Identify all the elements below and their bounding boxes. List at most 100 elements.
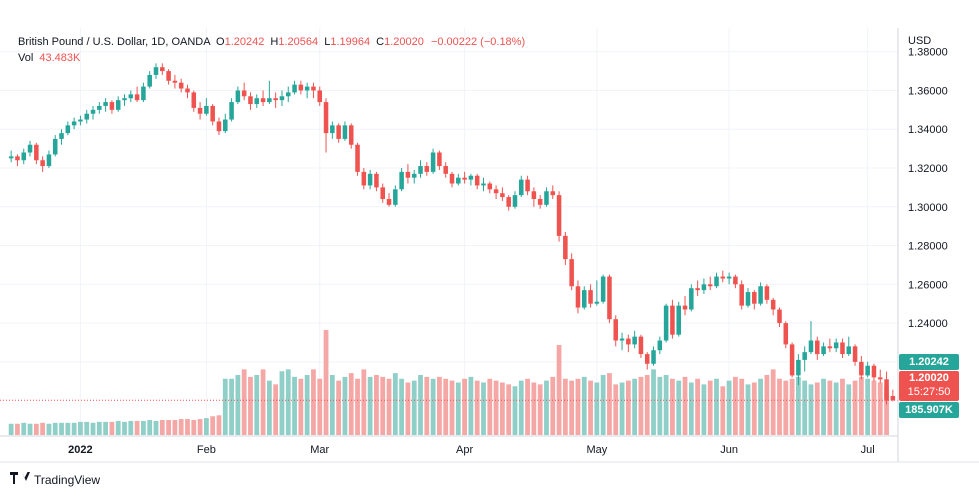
candle-body [802, 352, 807, 360]
candle-body [285, 92, 291, 97]
candle-body [65, 125, 71, 134]
candle-body [279, 96, 285, 101]
candle-body [197, 107, 203, 114]
candle-body [537, 199, 543, 205]
volume-bar [222, 378, 228, 435]
legend-symbol[interactable]: British Pound / U.S. Dollar, 1D, OANDA [18, 36, 210, 48]
volume-bar [550, 376, 556, 435]
volume-bar [764, 375, 770, 435]
volume-bar [203, 418, 209, 435]
volume-bar [632, 378, 638, 435]
candle-body [682, 305, 688, 310]
volume-bar [342, 376, 348, 435]
candle-body [216, 121, 222, 132]
legend-open-label: O [216, 36, 225, 48]
volume-bar [449, 380, 455, 435]
candle-body [770, 299, 776, 310]
countdown-timer: 15:27:50 [907, 386, 951, 398]
candle-body [707, 284, 713, 287]
candle-body [619, 338, 625, 341]
volume-bar [430, 378, 436, 435]
volume-bar [84, 421, 90, 435]
volume-bar [877, 382, 883, 435]
price-tick-label: 1.24000 [908, 318, 948, 330]
volume-bar [248, 376, 253, 435]
volume-bar [481, 382, 486, 435]
volume-bar [134, 420, 140, 435]
candle-body [424, 166, 430, 172]
candle-body [449, 173, 455, 184]
price-tick-label: 1.36000 [908, 85, 948, 97]
candle-body [827, 346, 833, 349]
volume-bar [808, 384, 814, 435]
time-tick-label: 2022 [68, 444, 92, 456]
volume-bar [670, 378, 675, 435]
volume-bar [380, 376, 386, 435]
volume-bar [443, 378, 449, 435]
candle-body [695, 288, 700, 291]
volume-bar [701, 384, 707, 435]
volume-bar [663, 375, 669, 435]
candle-body [122, 98, 127, 101]
candle-body [840, 342, 845, 355]
volume-bar [619, 382, 625, 435]
volume-bar [594, 382, 600, 435]
legend-row-price: British Pound / U.S. Dollar, 1D, OANDA O… [18, 34, 525, 50]
candle-body [166, 71, 171, 81]
volume-bar [518, 380, 524, 435]
volume-bar [411, 380, 417, 435]
volume-badge: 185.907K [899, 402, 959, 418]
volume-bar [109, 421, 115, 435]
candle-body [46, 154, 52, 167]
candle-body [71, 121, 77, 126]
candle-body [594, 301, 600, 304]
candle-body [670, 305, 675, 335]
volume-bar [600, 375, 606, 435]
candle-body [644, 354, 650, 364]
volume-bar [279, 371, 285, 435]
volume-bar [783, 380, 789, 435]
legend-vol-value: 43.483K [39, 52, 81, 64]
volume-bar [128, 420, 134, 435]
legend-open-value: 1.20242 [224, 36, 265, 48]
volume-bar [676, 380, 682, 435]
candle-body [764, 286, 770, 300]
candle-body [386, 199, 392, 205]
candle-body [877, 377, 883, 380]
volume-bar [336, 380, 342, 435]
candle-body [626, 338, 631, 345]
volume-bar [178, 419, 184, 435]
volume-bar [52, 422, 58, 435]
price-candles [8, 63, 896, 405]
candle-body [348, 125, 354, 145]
volume-bar [298, 378, 304, 435]
currency-label: USD [908, 35, 931, 47]
price-tick-label: 1.28000 [908, 241, 948, 253]
tradingview-brand[interactable]: TradingView [10, 472, 100, 487]
candle-body [399, 171, 404, 190]
price-axis[interactable]: 1.38000 1.36000 1.34000 1.32000 1.30000 1.280… [908, 47, 948, 369]
candle-body [525, 179, 530, 192]
candle-body [638, 336, 644, 355]
candle-body [374, 173, 379, 188]
candle-body [84, 113, 89, 120]
volume-bar [33, 423, 39, 435]
volume-bar [512, 386, 518, 435]
legend-vol-label[interactable]: Vol [18, 52, 34, 64]
volume-bar [172, 420, 178, 435]
volume-bar [96, 421, 102, 435]
time-axis[interactable]: 2022 Feb Mar Apr May Jun Jul [68, 444, 875, 456]
volume-bar [462, 378, 467, 435]
candle-body [474, 175, 480, 186]
candle-body [493, 189, 499, 194]
volume-bar [241, 369, 247, 435]
volume-bar [770, 369, 776, 435]
candle-body [141, 86, 146, 101]
candle-body [500, 193, 505, 198]
candle-body [229, 102, 234, 120]
candle-body [569, 259, 574, 287]
candle-body [185, 88, 190, 93]
candle-body [78, 119, 83, 122]
volume-bar [71, 422, 77, 435]
